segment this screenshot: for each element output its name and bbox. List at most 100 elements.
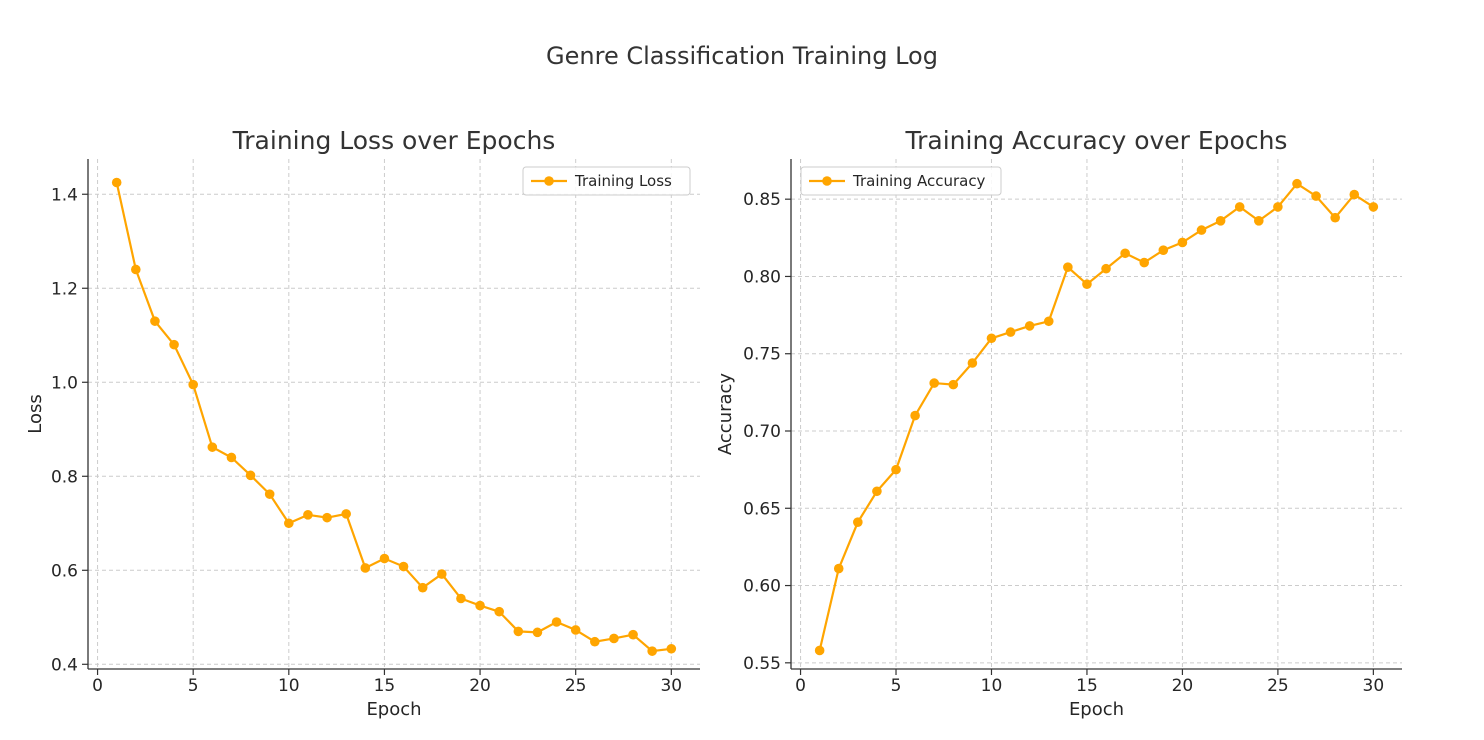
loss-data-point: [513, 626, 524, 637]
loss-data-point: [494, 606, 504, 617]
accuracy-data-point: [1024, 321, 1035, 331]
y-tick-label: 1.2: [51, 279, 78, 299]
loss-data-point: [456, 593, 466, 604]
accuracy-data-point: [1158, 245, 1169, 255]
x-tick-label: 20: [1172, 676, 1194, 696]
loss-data-point: [570, 625, 581, 635]
loss-data-point: [475, 600, 485, 611]
accuracy-legend: Training Accuracy: [800, 166, 1002, 196]
x-tick-label: 30: [660, 676, 682, 696]
accuracy-data-point: [853, 517, 863, 527]
loss-data-point: [150, 316, 160, 326]
y-tick-label: 0.65: [743, 499, 781, 519]
x-tick-label: 10: [278, 676, 300, 696]
legend-box: [522, 166, 691, 196]
y-tick-label: 1.4: [51, 185, 78, 205]
loss-data-point: [131, 264, 141, 275]
loss-data-point: [169, 339, 179, 350]
y-axis-label: Loss: [25, 394, 46, 433]
accuracy-data-point: [1120, 248, 1130, 259]
accuracy-data-point: [814, 645, 825, 656]
loss-data-point: [226, 452, 237, 463]
loss-data-point: [417, 582, 428, 593]
loss-data-point: [666, 643, 677, 654]
loss-data-point: [609, 633, 619, 644]
x-tick-label: 15: [374, 676, 396, 696]
y-tick-label: 0.55: [743, 654, 781, 674]
accuracy-data-point: [1005, 327, 1016, 337]
accuracy-data-point: [1311, 191, 1321, 201]
x-tick-label: 10: [981, 676, 1003, 696]
accuracy-chart-title: Training Accuracy over Epochs: [905, 126, 1288, 155]
loss-data-point: [284, 518, 294, 529]
accuracy-data-point: [1082, 279, 1092, 289]
accuracy-data-point: [910, 410, 920, 421]
x-tick-label: 5: [891, 676, 902, 696]
y-tick-label: 1.0: [51, 373, 78, 393]
accuracy-data-point: [1368, 202, 1379, 212]
legend-label: Training Accuracy: [852, 172, 986, 190]
loss-data-point: [590, 636, 600, 647]
accuracy-data-point: [891, 464, 901, 475]
accuracy-data-point: [1196, 225, 1207, 235]
loss-series-line: [115, 182, 672, 653]
x-axis-label: Epoch: [366, 699, 421, 720]
accuracy-data-point: [1292, 178, 1302, 189]
loss-chart: 0 5 10 15 20 25 30 0.4 0.6 0.8 1.0 1.2 1.4 Training L…: [25, 126, 700, 720]
y-tick-label: 0.6: [51, 561, 78, 581]
loss-data-point: [551, 617, 562, 627]
accuracy-data-point: [1177, 237, 1188, 248]
accuracy-data-point: [1330, 212, 1340, 223]
loss-data-point: [437, 569, 447, 579]
legend-box: [800, 166, 1002, 196]
loss-data-point: [532, 627, 543, 638]
y-tick-label: 0.70: [743, 422, 781, 442]
accuracy-data-point: [1101, 263, 1111, 274]
x-tick-label: 0: [795, 676, 806, 696]
accuracy-data-point: [833, 563, 844, 574]
loss-data-point: [398, 561, 409, 572]
accuracy-data-point: [1349, 189, 1360, 200]
x-tick-label: 20: [469, 676, 491, 696]
x-tick-label: 5: [188, 676, 199, 696]
accuracy-data-point: [872, 486, 882, 497]
accuracy-data-point: [1253, 216, 1264, 226]
y-tick-label: 0.8: [51, 467, 78, 487]
loss-data-point: [647, 646, 657, 656]
legend-marker: [822, 176, 832, 186]
loss-data-point: [207, 442, 218, 452]
loss-data-point: [628, 629, 638, 640]
legend-marker: [544, 176, 554, 186]
loss-data-point: [360, 563, 371, 573]
loss-legend: Training Loss: [522, 166, 691, 196]
x-tick-label: 25: [565, 676, 587, 696]
accuracy-data-point: [1139, 257, 1150, 268]
loss-data-point: [245, 470, 256, 481]
x-tick-label: 25: [1267, 676, 1289, 696]
figure-title: Genre Classification Training Log: [546, 42, 938, 70]
accuracy-data-point: [1215, 216, 1226, 226]
loss-data-point: [111, 177, 122, 188]
loss-data-point: [379, 553, 390, 564]
x-tick-label: 0: [92, 676, 103, 696]
loss-data-point: [322, 512, 332, 523]
accuracy-data-point: [1234, 202, 1245, 212]
loss-chart-title: Training Loss over Epochs: [232, 126, 556, 155]
x-tick-label: 15: [1076, 676, 1098, 696]
accuracy-data-point: [986, 333, 997, 344]
accuracy-data-point: [1273, 202, 1283, 212]
y-tick-label: 0.85: [743, 190, 781, 210]
accuracy-data-point: [967, 358, 978, 368]
loss-data-point: [264, 489, 275, 499]
loss-data-point: [188, 379, 198, 390]
accuracy-series-line: [818, 182, 1374, 651]
y-tick-label: 0.75: [743, 345, 781, 365]
accuracy-chart: 0 5 10 15 20 25 30 0.55 0.60 0.65 0.70 0.75 0.80 0.85…: [715, 126, 1402, 720]
accuracy-data-point: [929, 378, 940, 388]
y-axis-label: Accuracy: [715, 373, 736, 456]
y-tick-label: 0.80: [743, 267, 781, 287]
accuracy-data-point: [948, 379, 959, 390]
accuracy-data-point: [1043, 316, 1054, 327]
accuracy-data-point: [1063, 262, 1073, 272]
